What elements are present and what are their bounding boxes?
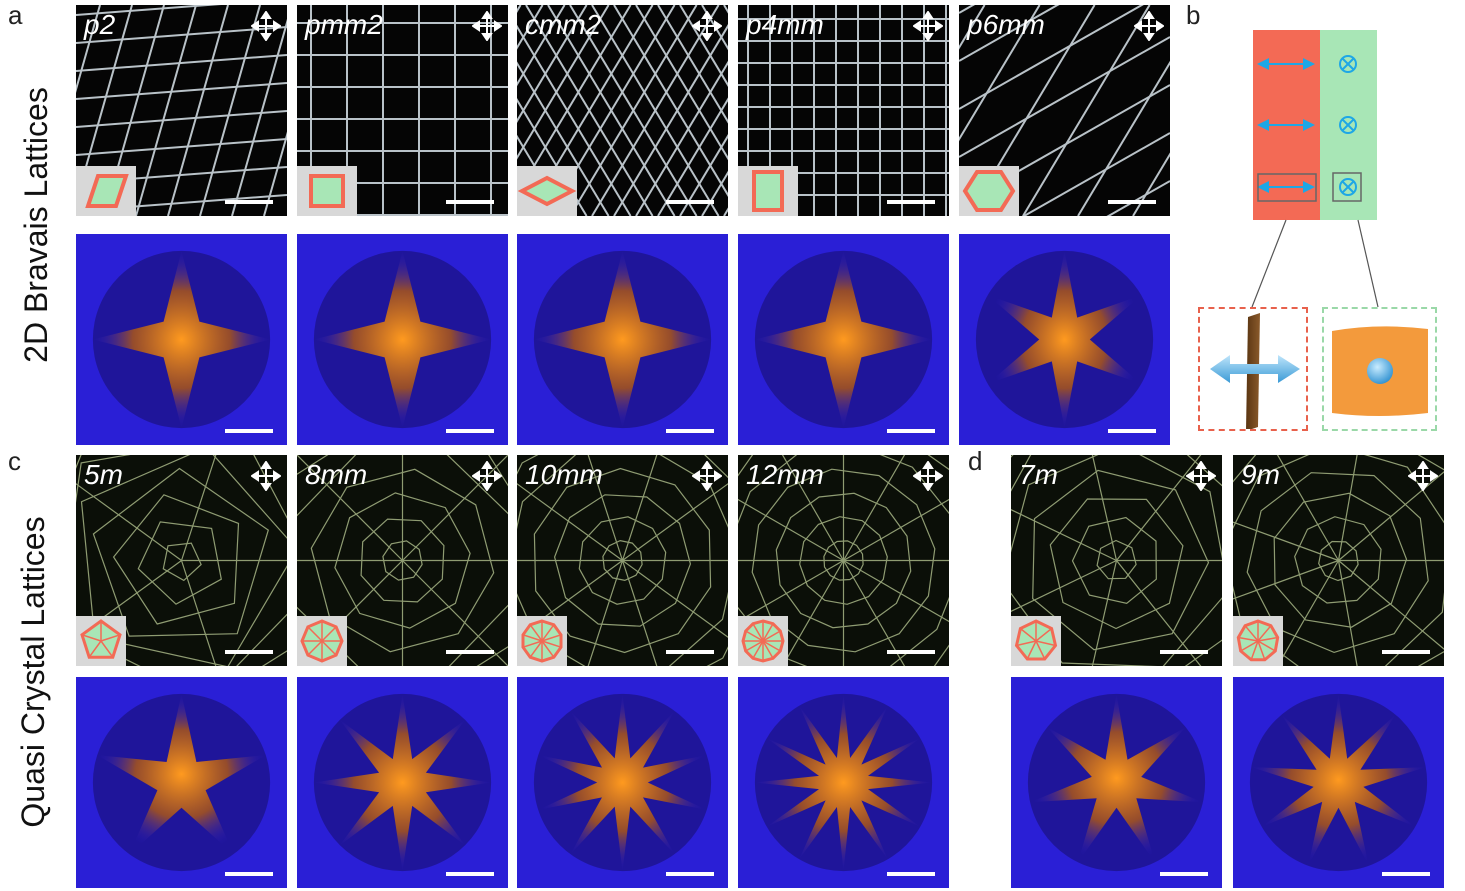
in-plane-zoom-box [1198, 307, 1308, 431]
scale-bar [225, 200, 273, 204]
panel-title-5m: 5m [84, 459, 123, 490]
scale-bar [666, 200, 714, 204]
tiling-inset [517, 616, 567, 666]
polarization-arrows [1257, 55, 1362, 202]
scale-bar [1160, 872, 1208, 876]
panel-label-a: a [8, 0, 23, 30]
tiling-inset [76, 616, 126, 666]
move-arrows-icon [692, 11, 722, 41]
quasi-fft-panel-10mm [517, 677, 728, 888]
scale-bar [225, 429, 273, 433]
unit-cell-inset [959, 166, 1019, 216]
panel-title-p2: p2 [84, 9, 116, 40]
scale-bar [446, 650, 494, 654]
scale-bar [666, 872, 714, 876]
move-arrows-icon [251, 11, 281, 41]
panel-title-7m: 7m [1019, 459, 1058, 490]
panel-label-b: b [1186, 0, 1201, 30]
out-of-plane-dipole-icon [1332, 326, 1428, 416]
panel-label-c: c [8, 446, 21, 476]
quasi-fft-panel-8mm [297, 677, 508, 888]
bravais-fft-panel-cmm2 [517, 234, 728, 445]
scale-bar [666, 650, 714, 654]
panel-title-8mm: 8mm [305, 459, 368, 490]
move-arrows-icon [692, 461, 722, 491]
scale-bar [1382, 872, 1430, 876]
quasi-fft-panel-7m [1011, 677, 1222, 888]
scale-bar [666, 429, 714, 433]
move-arrows-icon [472, 11, 502, 41]
scale-bar [1382, 650, 1430, 654]
scale-bar [225, 650, 273, 654]
panel-title-p4mm: p4mm [746, 9, 824, 40]
row-title-bravais: 2D Bravais Lattices [18, 87, 54, 363]
quasi-fft-panel-9m [1233, 677, 1444, 888]
quasi-fft-panel-12mm [738, 677, 949, 888]
scale-bar [225, 872, 273, 876]
bravais-real-panel-cmm2: cmm2 [517, 5, 728, 216]
scale-bar [887, 872, 935, 876]
move-arrows-icon [1134, 11, 1164, 41]
panel-title-cmm2: cmm2 [525, 9, 602, 40]
bravais-fft-panel-p6mm [959, 234, 1170, 445]
domain-schematic [1253, 30, 1377, 220]
scale-bar [887, 429, 935, 433]
quasi-real-panel-12mm: 12mm [738, 455, 949, 666]
scale-bar [446, 429, 494, 433]
tiling-inset [738, 616, 788, 666]
quasi-fft-panel-5m [76, 677, 287, 888]
scale-bar [887, 200, 935, 204]
move-arrows-icon [1186, 461, 1216, 491]
unit-cell-inset [297, 166, 357, 216]
bravais-real-panel-pmm2: pmm2 [297, 5, 508, 216]
move-arrows-icon [472, 461, 502, 491]
bravais-real-panel-p2: p2 [76, 5, 287, 216]
panel-title-9m: 9m [1241, 459, 1280, 490]
panel-title-10mm: 10mm [525, 459, 603, 490]
row-title-quasi: Quasi Crystal Lattices [15, 516, 51, 828]
panel-title-p6mm: p6mm [967, 9, 1045, 40]
quasi-real-panel-10mm: 10mm [517, 455, 728, 666]
bravais-real-panel-p4mm: p4mm [738, 5, 949, 216]
scale-bar [887, 650, 935, 654]
bravais-fft-panel-p4mm [738, 234, 949, 445]
quasi-real-panel-8mm: 8mm [297, 455, 508, 666]
move-arrows-icon [913, 11, 943, 41]
move-arrows-icon [1408, 461, 1438, 491]
tiling-inset [1011, 616, 1061, 666]
panel-label-d: d [968, 446, 983, 476]
panel-title-12mm: 12mm [746, 459, 824, 490]
scale-bar [446, 200, 494, 204]
tiling-inset [1233, 616, 1283, 666]
zoom-connector-lines [1251, 219, 1379, 308]
quasi-real-panel-7m: 7m [1011, 455, 1222, 666]
quasi-real-panel-9m: 9m [1233, 455, 1444, 666]
move-arrows-icon [251, 461, 281, 491]
bravais-fft-panel-pmm2 [297, 234, 508, 445]
unit-cell-inset [738, 166, 798, 216]
bravais-real-panel-p6mm: p6mm [959, 5, 1170, 216]
bravais-fft-panel-p2 [76, 234, 287, 445]
scale-bar [446, 872, 494, 876]
panel-title-pmm2: pmm2 [305, 9, 383, 40]
out-of-plane-zoom-box [1322, 307, 1437, 431]
move-arrows-icon [913, 461, 943, 491]
scale-bar [1108, 429, 1156, 433]
quasi-real-panel-5m: 5m [76, 455, 287, 666]
scale-bar [1160, 650, 1208, 654]
unit-cell-inset [517, 166, 577, 216]
unit-cell-inset [76, 166, 136, 216]
tiling-inset [297, 616, 347, 666]
scale-bar [1108, 200, 1156, 204]
in-plane-dipole-icon [1210, 313, 1300, 431]
